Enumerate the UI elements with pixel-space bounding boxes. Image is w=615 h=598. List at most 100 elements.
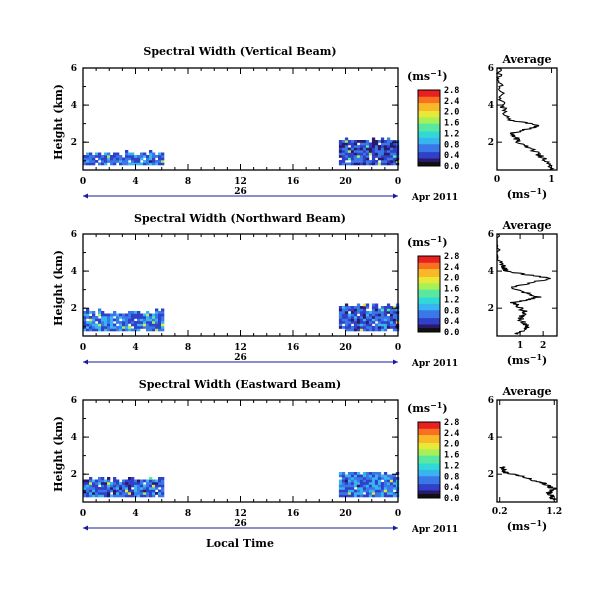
heat-cell	[359, 321, 364, 324]
heat-cell	[140, 482, 144, 485]
y-tick-label: 4	[71, 267, 77, 277]
heat-cell	[125, 489, 129, 493]
colorbar-frame	[417, 255, 441, 333]
colorbar-step	[418, 425, 440, 428]
heat-cell	[389, 494, 394, 498]
heat-cell	[98, 477, 102, 480]
heat-cell	[116, 152, 120, 156]
heat-cell	[389, 162, 394, 166]
heat-cell	[371, 303, 376, 307]
heat-cell	[362, 142, 367, 146]
heat-cell	[371, 155, 376, 158]
heat-cell	[371, 477, 376, 480]
heat-cell	[131, 484, 135, 488]
heat-cell	[356, 316, 361, 319]
heat-cell	[104, 482, 108, 485]
heat-cell	[158, 157, 162, 161]
heat-cell	[113, 479, 117, 483]
heat-cell	[95, 484, 99, 488]
heat-cell	[392, 323, 397, 327]
heat-cell	[119, 313, 123, 317]
heat-cell	[104, 321, 108, 324]
heat-cell	[365, 472, 370, 475]
heat-cell	[377, 494, 382, 498]
colorbar-tick-label: 1.2	[444, 295, 459, 305]
heat-cell	[89, 489, 93, 493]
colorbar-step	[418, 460, 440, 462]
day-line-arrow	[83, 359, 88, 365]
heat-cell	[83, 316, 87, 319]
heat-cell	[392, 484, 397, 488]
heat-cell	[344, 140, 349, 143]
heat-cell	[140, 155, 144, 158]
panel-title: Spectral Width (Eastward Beam)	[139, 378, 341, 391]
heat-cell	[137, 316, 141, 319]
heat-cell	[383, 323, 388, 327]
y-axis: 2 4 6	[71, 64, 398, 162]
heat-cell	[368, 318, 373, 322]
heat-cell	[374, 482, 379, 485]
heat-cell	[128, 162, 132, 166]
heat-cell	[161, 484, 165, 488]
heat-cell	[152, 155, 156, 158]
heat-cell	[371, 326, 376, 329]
heat-cell	[134, 323, 138, 327]
heat-cell	[341, 147, 346, 151]
heat-cell	[131, 157, 135, 161]
heat-cell	[386, 487, 391, 490]
heat-cell	[125, 155, 129, 158]
average-x-axis-label-exp: −1	[530, 518, 542, 528]
heat-cell	[377, 328, 382, 332]
heat-cell	[362, 318, 367, 322]
heat-cell	[98, 492, 102, 495]
heat-cell	[98, 323, 102, 327]
heat-cell	[368, 147, 373, 151]
heat-cell	[113, 313, 117, 317]
heat-cell	[152, 316, 156, 319]
heat-cell	[344, 303, 349, 307]
colorbar-step	[418, 268, 440, 271]
colorbar-step	[418, 431, 440, 434]
average-title: Average	[501, 219, 551, 232]
heat-cell	[152, 318, 156, 322]
y-tick-label: 2	[71, 470, 77, 480]
heat-cell	[338, 484, 343, 488]
colorbar-unit-close: )	[442, 402, 447, 415]
heat-cell	[134, 160, 138, 163]
heat-cell	[107, 479, 111, 483]
colorbar-step	[418, 433, 440, 436]
heat-cell	[365, 162, 370, 166]
heat-cell	[338, 147, 343, 151]
heat-cell	[131, 489, 135, 493]
heat-cell	[365, 140, 370, 143]
heat-cell	[92, 494, 96, 498]
heat-cell	[380, 155, 385, 158]
heat-cell	[158, 492, 162, 495]
heat-cell	[125, 318, 129, 322]
heat-cell	[389, 140, 394, 143]
heat-cell	[83, 160, 87, 163]
heat-cell	[383, 474, 388, 478]
heat-cell	[98, 162, 102, 166]
heat-cell	[392, 155, 397, 158]
heat-cell	[392, 152, 397, 156]
heat-cell	[83, 323, 87, 327]
heat-cell	[143, 487, 147, 490]
colorbar-step	[418, 467, 440, 470]
colorbar-step	[418, 257, 440, 260]
x-tick-label: 8	[185, 343, 191, 353]
heat-cell	[371, 160, 376, 163]
heat-cell	[362, 487, 367, 490]
heat-cell	[386, 303, 391, 307]
heat-cell	[347, 140, 352, 143]
heat-cell	[122, 487, 126, 490]
heat-cell	[371, 147, 376, 151]
heat-cell	[347, 313, 352, 317]
heat-cell	[374, 152, 379, 156]
heat-cell	[125, 157, 129, 161]
heat-cell	[344, 321, 349, 324]
heat-cell	[359, 328, 364, 332]
heat-cell	[113, 318, 117, 322]
heat-cell	[146, 479, 150, 483]
heat-cell	[377, 308, 382, 312]
